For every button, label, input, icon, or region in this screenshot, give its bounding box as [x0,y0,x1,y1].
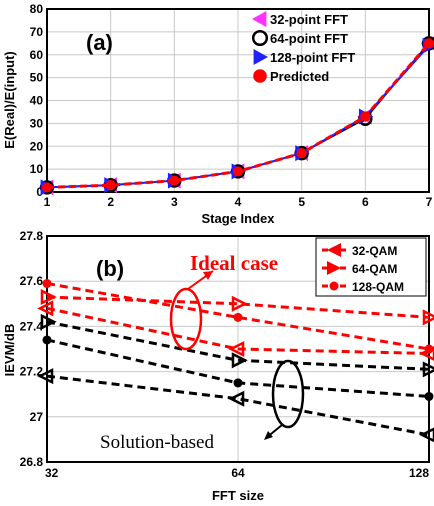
x-tick-labels-a: 1 2 3 4 5 6 7 [44,195,433,209]
y-tick-label: 27.2 [20,365,44,379]
series-line-ideal-64-qam [46,295,430,319]
panel-label-b: (b) [96,256,124,281]
y-tick-label: 10 [30,162,44,176]
x-tick-label: 1 [44,195,51,209]
series-a [39,36,434,196]
legend-label: 64-QAM [352,262,397,276]
data-point [296,148,307,159]
solution-arrowhead [264,431,273,440]
data-point [231,295,248,312]
legend-label: 128-point FFT [270,50,355,65]
y-tick-label: 27 [30,410,44,424]
legend-label: 64-point FFT [270,31,348,46]
x-tick-label: 5 [298,195,305,209]
legend-marker [327,261,341,275]
data-point [422,361,434,378]
x-axis-label-b: FFT size [212,488,264,503]
data-point [40,288,57,306]
y-axis-label-a: E(Real)/E(input) [2,51,17,149]
data-point [233,312,243,322]
data-point [42,335,52,345]
series-line-ideal-32-qam [46,306,430,356]
data-point [42,278,52,288]
data-point [360,111,371,122]
x-tick-labels-b: 32 64 128 [45,466,429,480]
data-point [423,38,434,49]
y-axis-label-b: IEVM/dB [2,324,17,377]
legend-label: 128-QAM [352,280,404,294]
data-point [228,340,245,358]
solution-ellipse [271,359,305,429]
y-tick-label: 27.8 [20,229,44,243]
y-tick-label: 60 [30,48,44,62]
legend-marker [253,49,268,65]
data-point [37,300,54,317]
data-point [169,175,180,186]
y-tick-label: 40 [30,94,44,108]
legend-marker [252,11,267,27]
legend-a: 32-point FFT 64-point FFT 128-point FFT Pre… [251,11,355,84]
panel-b: 26.8 27 27.2 27.4 27.6 27.8 32 64 128 (b) FFT s… [2,229,434,503]
annotation-solution-based: Solution-based [100,432,214,453]
legend-marker [253,69,267,83]
x-tick-label: 128 [409,466,429,480]
y-tick-label: 0 [36,185,43,199]
data-point [231,352,248,369]
legend-label: Predicted [270,69,329,84]
y-tick-label: 70 [30,25,44,39]
data-point [228,390,245,407]
data-point [419,427,434,443]
series-b [37,278,434,443]
y-tick-label: 80 [30,2,44,16]
x-tick-label: 7 [426,195,433,209]
y-tick-label: 26.8 [20,455,44,469]
legend-marker [251,29,269,47]
data-point [233,378,243,388]
ideal-case-ellipse [169,287,203,351]
plot-frame-a [46,8,430,193]
data-point [105,180,116,191]
x-tick-label: 32 [45,466,59,480]
y-tick-label: 30 [30,116,44,130]
data-point [422,309,434,326]
panel-a: 0 10 20 30 40 50 60 70 80 1 2 3 4 5 6 7 (a) Stage Inde… [2,2,434,226]
legend-marker [327,243,341,257]
legend-b: 32-QAM 64-QAM 128-QAM [315,237,427,297]
data-point [40,313,57,330]
data-point [37,368,54,385]
y-tick-labels-a: 0 10 20 30 40 50 60 70 80 [30,2,44,199]
data-point [232,166,244,177]
panel-label-a: (a) [86,30,113,55]
x-axis-label-a: Stage Index [202,211,276,226]
annotation-ideal-case: Ideal case [190,251,278,275]
legend-marker [329,281,339,291]
legend-label: 32-QAM [352,244,397,258]
grid-a [46,8,430,193]
x-tick-label: 3 [171,195,178,209]
x-tick-label: 4 [235,195,242,209]
y-tick-labels-b: 26.8 27 27.2 27.4 27.6 27.8 [20,229,44,469]
legend-label: 32-point FFT [270,12,348,27]
data-point [41,182,53,193]
y-tick-label: 50 [30,71,44,85]
x-tick-label: 64 [231,466,245,480]
x-tick-label: 6 [362,195,369,209]
y-tick-label: 27.4 [20,319,44,333]
y-tick-label: 27.6 [20,274,44,288]
ideal-case-arrowhead [203,271,213,280]
x-tick-label: 2 [107,195,114,209]
data-point [424,391,434,401]
data-point [424,344,434,354]
y-tick-label: 20 [30,139,44,153]
